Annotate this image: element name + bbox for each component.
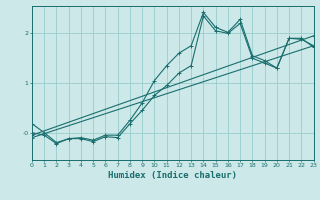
X-axis label: Humidex (Indice chaleur): Humidex (Indice chaleur) (108, 171, 237, 180)
